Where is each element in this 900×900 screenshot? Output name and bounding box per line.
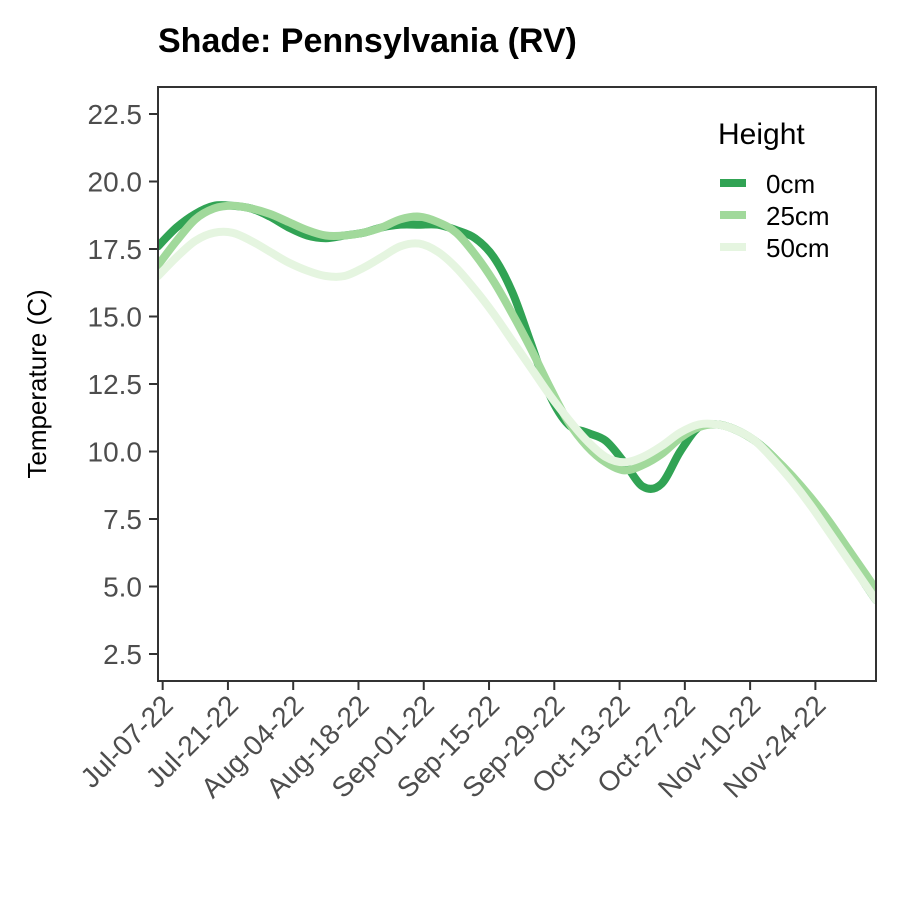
- legend-label: 25cm: [766, 201, 830, 231]
- plot-panel: [157, 86, 877, 682]
- y-axis-label: Temperature (C): [22, 289, 52, 478]
- y-tick-label: 5.0: [103, 572, 142, 603]
- y-tick-label: 20.0: [88, 167, 143, 198]
- legend-title: Height: [718, 118, 805, 151]
- y-tick-label: 17.5: [88, 234, 143, 265]
- y-tick-label: 22.5: [88, 99, 143, 130]
- y-tick-label: 2.5: [103, 639, 142, 670]
- y-axis: 2.5 5.0 7.5 10.0 12.5 15.0 17.5 20.0 22.5: [88, 99, 158, 670]
- y-tick-label: 15.0: [88, 302, 143, 333]
- y-tick-label: 7.5: [103, 504, 142, 535]
- legend-label: 0cm: [766, 169, 815, 199]
- legend-label: 50cm: [766, 233, 830, 263]
- series-line-50cm: [159, 227, 875, 604]
- y-tick-label: 10.0: [88, 437, 143, 468]
- x-axis: Jul-07-22Jul-21-22Aug-04-22Aug-18-22Sep-…: [74, 681, 832, 804]
- y-tick-label: 12.5: [88, 369, 143, 400]
- series-lines: [159, 201, 875, 604]
- chart-title: Shade: Pennsylvania (RV): [158, 22, 577, 60]
